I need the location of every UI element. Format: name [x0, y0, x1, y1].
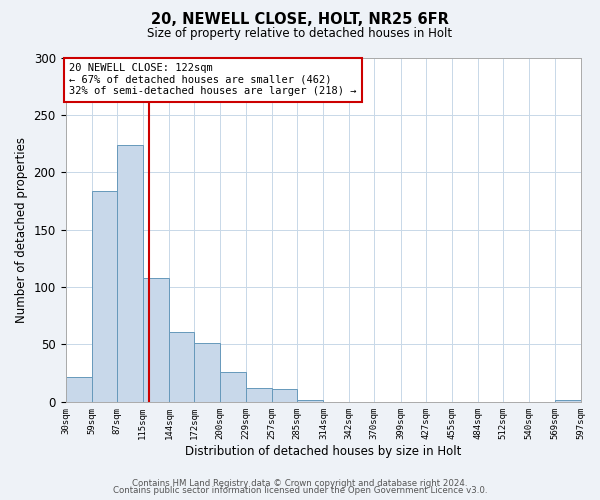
Bar	[246, 388, 272, 402]
Text: Contains public sector information licensed under the Open Government Licence v3: Contains public sector information licen…	[113, 486, 487, 495]
Bar	[169, 332, 194, 402]
Bar	[117, 144, 143, 402]
Bar	[297, 400, 323, 402]
Text: 20 NEWELL CLOSE: 122sqm
← 67% of detached houses are smaller (462)
32% of semi-d: 20 NEWELL CLOSE: 122sqm ← 67% of detache…	[69, 63, 356, 96]
Bar	[194, 344, 220, 402]
Bar	[143, 278, 169, 402]
Bar	[65, 376, 92, 402]
X-axis label: Distribution of detached houses by size in Holt: Distribution of detached houses by size …	[185, 444, 461, 458]
Bar	[555, 400, 581, 402]
Bar	[220, 372, 246, 402]
Text: Size of property relative to detached houses in Holt: Size of property relative to detached ho…	[148, 28, 452, 40]
Text: 20, NEWELL CLOSE, HOLT, NR25 6FR: 20, NEWELL CLOSE, HOLT, NR25 6FR	[151, 12, 449, 28]
Text: Contains HM Land Registry data © Crown copyright and database right 2024.: Contains HM Land Registry data © Crown c…	[132, 478, 468, 488]
Bar	[272, 389, 297, 402]
Y-axis label: Number of detached properties: Number of detached properties	[15, 136, 28, 322]
Bar	[92, 190, 117, 402]
